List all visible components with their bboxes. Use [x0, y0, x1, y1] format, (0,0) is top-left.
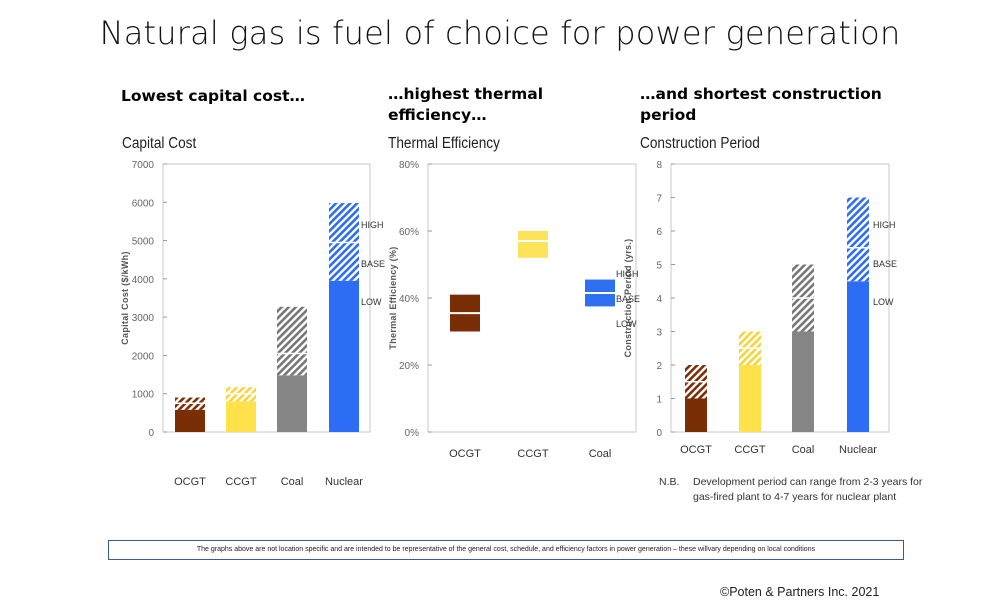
bar-range-nuclear	[847, 197, 869, 282]
bar-low-coal	[792, 331, 814, 432]
x-tick-label-nuclear: Nuclear	[325, 476, 363, 488]
y-axis-label: Construction Period (yrs.)	[623, 239, 633, 358]
y-tick-label: 4	[656, 294, 662, 305]
y-tick-label: 7000	[132, 160, 155, 171]
bar-low-ocgt	[685, 398, 707, 432]
y-tick-label: 4000	[132, 275, 155, 286]
bar-low-nuclear	[847, 281, 869, 432]
y-tick-label: 0	[656, 428, 662, 439]
annotation-base: BASE	[361, 259, 385, 269]
annotation-base: BASE	[873, 259, 897, 269]
copyright: ©Poten & Partners Inc. 2021	[720, 585, 880, 599]
y-tick-label: 80%	[399, 160, 419, 171]
y-tick-label: 6	[656, 227, 662, 238]
y-tick-label: 1000	[132, 390, 155, 401]
y-tick-label: 8	[656, 160, 662, 171]
slide-title: Natural gas is fuel of choice for power …	[99, 14, 901, 52]
x-tick-label-ocgt: OCGT	[449, 448, 481, 460]
annotation-high: HIGH	[873, 220, 896, 230]
x-tick-label-coal: Coal	[589, 448, 612, 460]
bar-low-coal	[277, 375, 307, 432]
bar-low-ccgt	[739, 365, 761, 432]
y-tick-label: 20%	[399, 361, 419, 372]
y-tick-label: 7	[656, 194, 662, 205]
y-axis-label: Capital Cost ($/kWh)	[120, 251, 130, 345]
x-tick-label-nuclear: Nuclear	[839, 444, 877, 456]
bar-low-ocgt	[175, 409, 205, 432]
x-tick-label-coal: Coal	[792, 444, 815, 456]
construction-period-chart: 0 1 2 3 4 5 6 7 8 Construction Period (yrs.) OCGT C…	[623, 160, 897, 456]
y-tick-label: 5000	[132, 237, 155, 248]
annotation-high: HIGH	[361, 220, 384, 230]
y-tick-label: 2000	[132, 351, 155, 362]
x-tick-label-ocgt: OCGT	[174, 476, 206, 488]
panel-heading-capital: Lowest capital cost…	[121, 87, 305, 105]
annotation-low: LOW	[873, 297, 894, 307]
bar-low-nuclear	[329, 280, 359, 432]
disclaimer-box: The graphs above are not location specif…	[108, 540, 904, 560]
note-text: Development period can range from 2-3 ye…	[693, 476, 923, 503]
y-tick-label: 0	[148, 428, 154, 439]
y-tick-label: 0%	[405, 428, 420, 439]
note-prefix: N.B.	[659, 476, 680, 488]
x-tick-label-ocgt: OCGT	[680, 444, 712, 456]
y-tick-label: 40%	[399, 294, 419, 305]
panel-heading-construction: …and shortest construction period	[640, 85, 882, 124]
y-axis-label: Thermal Efficiency (%)	[388, 246, 398, 349]
y-tick-label: 2	[656, 361, 662, 372]
bar-low-ccgt	[226, 401, 256, 432]
chart-title-capital: Capital Cost	[122, 135, 197, 152]
x-tick-label-ccgt: CCGT	[225, 476, 256, 488]
bar-range-coal	[277, 306, 307, 376]
x-tick-label-ccgt: CCGT	[517, 448, 548, 460]
annotation-low: LOW	[616, 319, 637, 329]
x-tick-label-coal: Coal	[281, 476, 304, 488]
plot-frame	[162, 163, 371, 433]
y-tick-label: 5	[656, 261, 662, 272]
annotation-base: BASE	[616, 294, 640, 304]
y-tick-label: 6000	[132, 198, 155, 209]
capital-cost-chart: 0 1000 2000 3000 4000 5000 6000 7000 Capital Cos…	[120, 160, 385, 488]
y-tick-label: 60%	[399, 227, 419, 238]
chart-title-construction: Construction Period	[640, 135, 760, 152]
annotation-low: LOW	[361, 297, 382, 307]
chart-title-efficiency: Thermal Efficiency	[388, 135, 500, 152]
y-tick-label: 3000	[132, 313, 155, 324]
x-tick-label-ccgt: CCGT	[734, 444, 765, 456]
range-bar-ccgt	[518, 231, 548, 258]
panel-heading-efficiency: …highest thermal efficiency…	[388, 85, 544, 124]
annotation-high: HIGH	[616, 269, 639, 279]
y-tick-label: 3	[656, 328, 662, 339]
thermal-efficiency-chart: 0% 20% 40% 60% 80% Thermal Efficiency (%) OCGT…	[388, 160, 640, 460]
y-tick-label: 1	[656, 395, 662, 406]
